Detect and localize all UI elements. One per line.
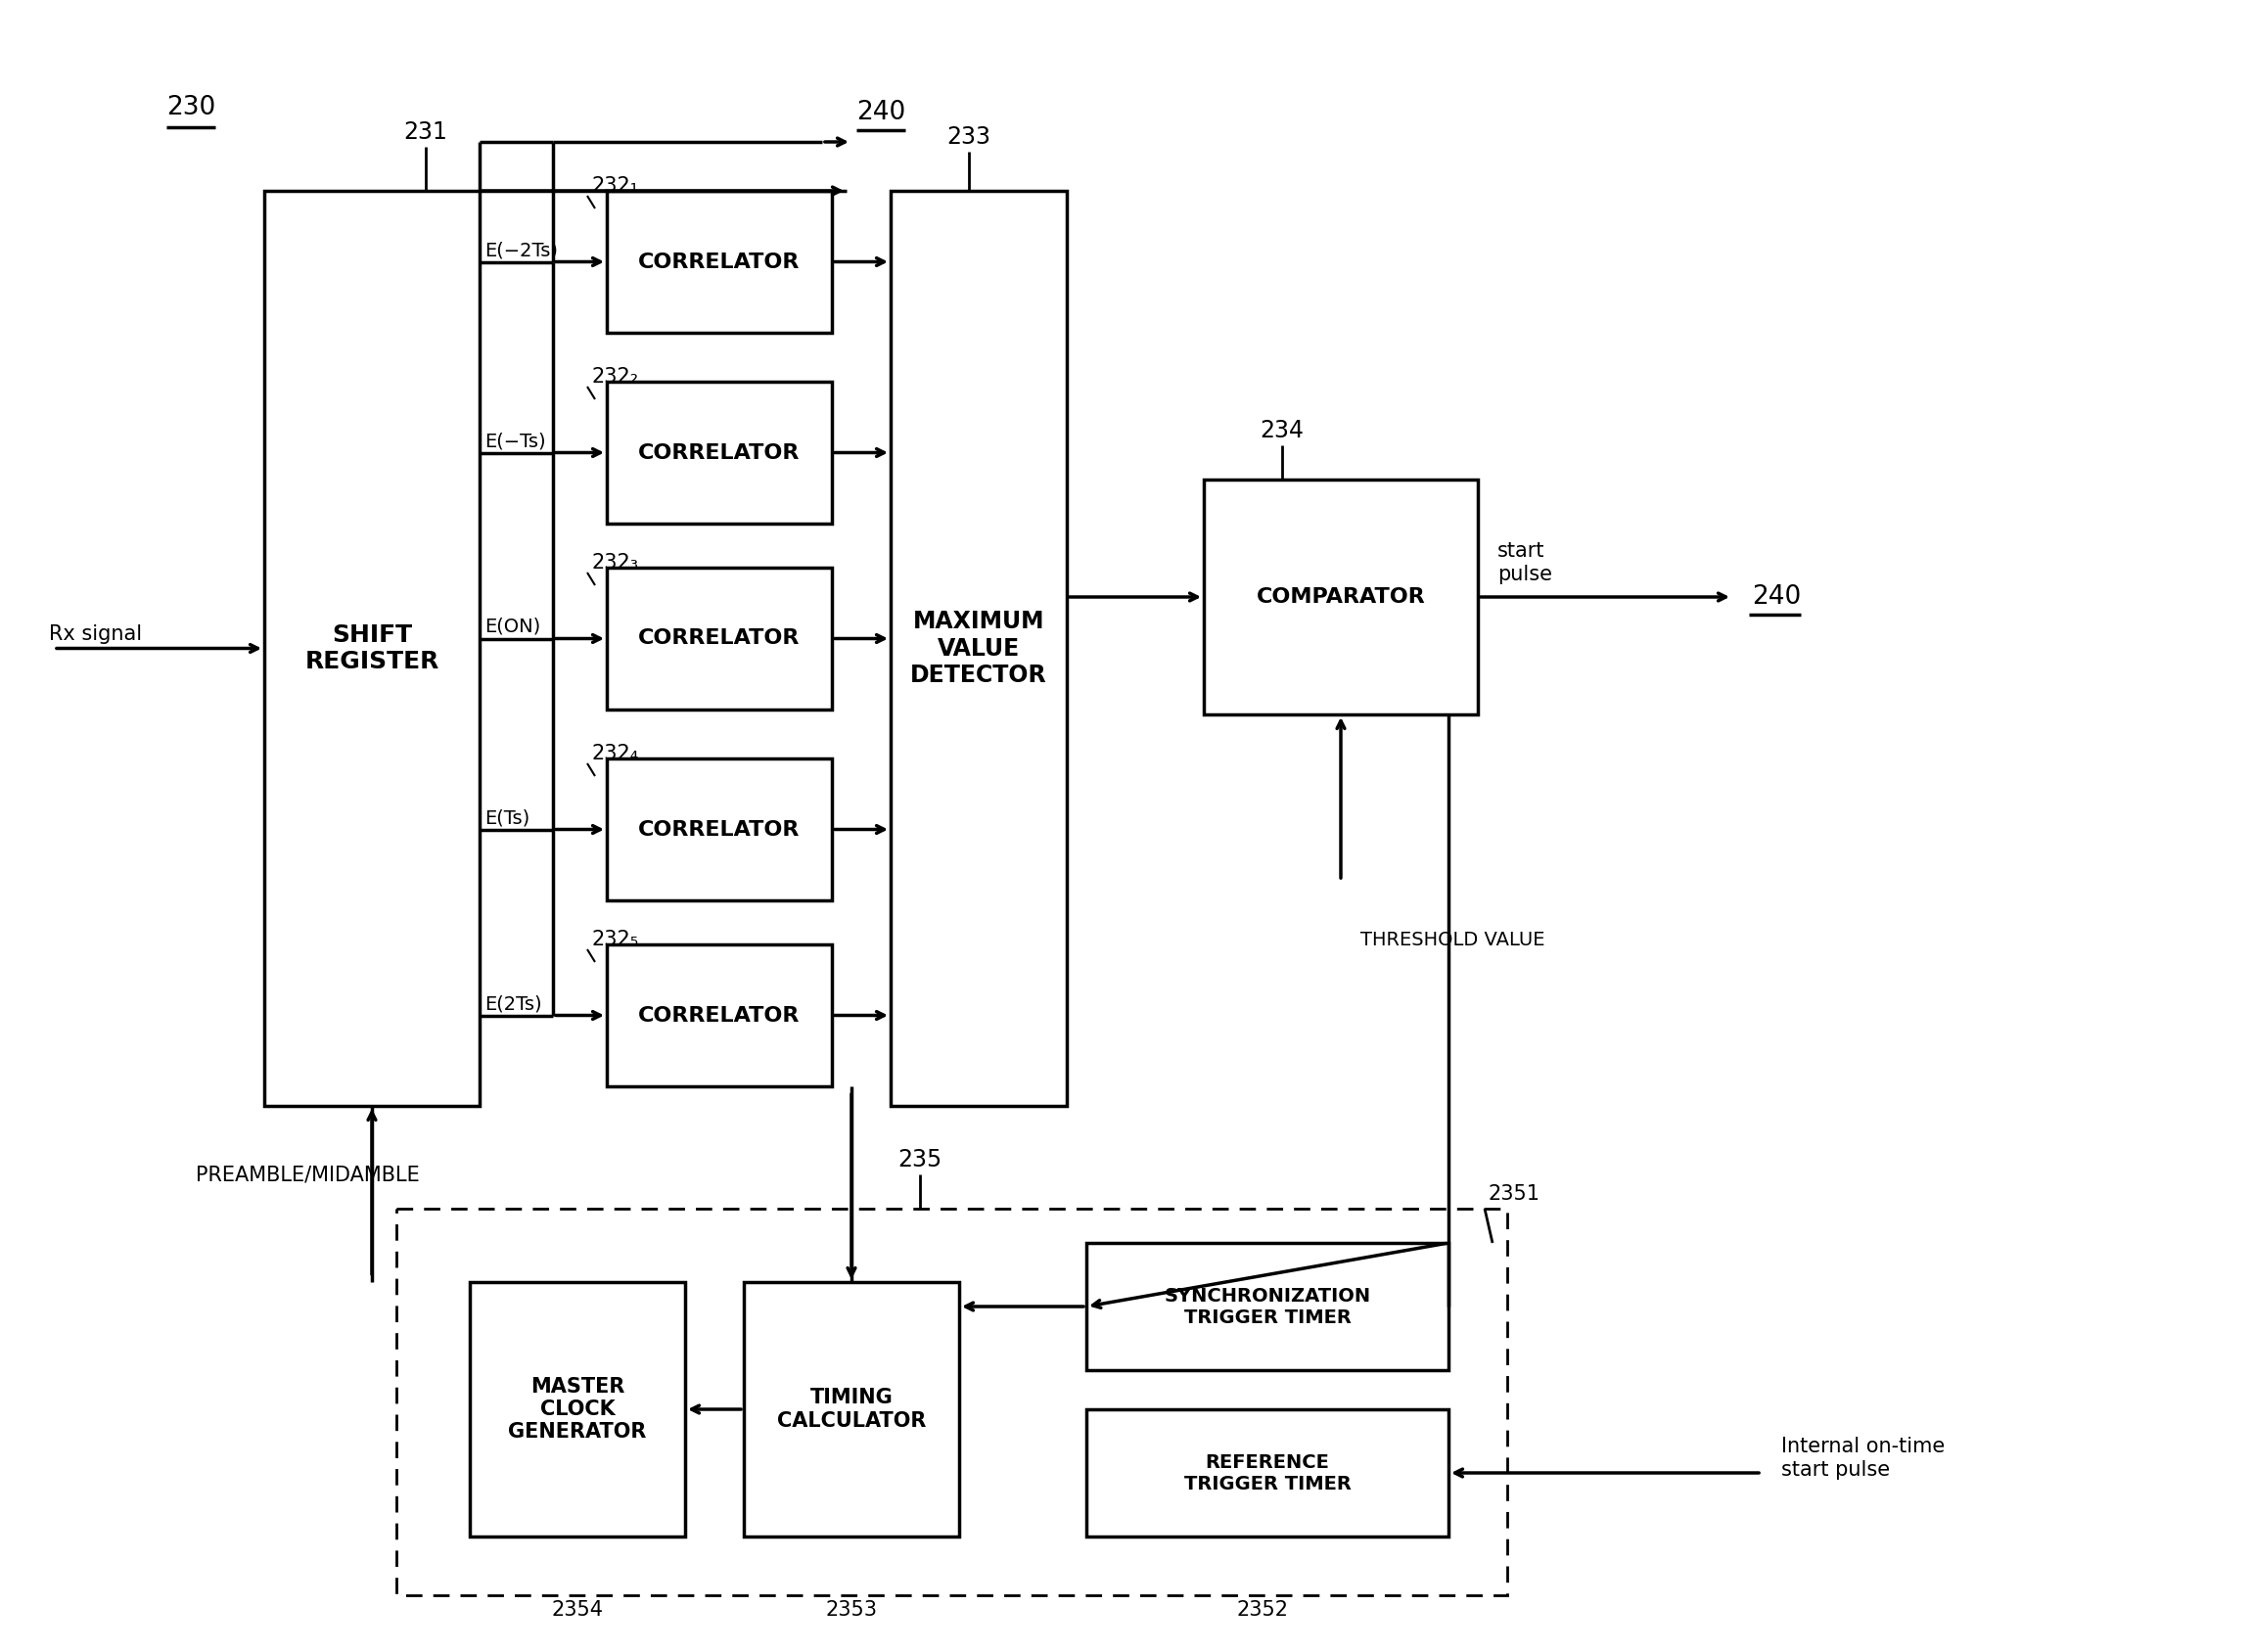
Text: 234: 234	[1261, 420, 1303, 443]
Text: 232₁: 232₁	[592, 177, 639, 195]
Bar	[608, 192, 833, 332]
Text: 232₂: 232₂	[592, 367, 639, 387]
Bar	[1087, 1409, 1447, 1536]
Text: 232₃: 232₃	[592, 553, 639, 573]
Text: THRESHOLD VALUE: THRESHOLD VALUE	[1360, 930, 1544, 948]
Text: 232₅: 232₅	[592, 930, 639, 950]
Text: COMPARATOR: COMPARATOR	[1256, 586, 1425, 606]
Text: 2353: 2353	[826, 1601, 878, 1619]
Text: CORRELATOR: CORRELATOR	[639, 629, 801, 648]
Bar	[608, 382, 833, 524]
Text: 240: 240	[1751, 585, 1801, 610]
Text: 235: 235	[898, 1148, 943, 1171]
Text: start
pulse: start pulse	[1497, 542, 1553, 583]
Text: 230: 230	[167, 94, 216, 121]
Bar	[263, 192, 479, 1105]
Text: TIMING
CALCULATOR: TIMING CALCULATOR	[777, 1388, 925, 1431]
Bar	[608, 945, 833, 1087]
Bar	[1087, 1242, 1447, 1370]
Text: CORRELATOR: CORRELATOR	[639, 253, 801, 271]
Text: E(ON): E(ON)	[484, 618, 540, 636]
Text: 2354: 2354	[551, 1601, 603, 1619]
Text: SHIFT
REGISTER: SHIFT REGISTER	[304, 623, 439, 674]
Text: 233: 233	[948, 126, 990, 149]
Text: E(2Ts): E(2Ts)	[484, 995, 542, 1013]
Bar	[1204, 479, 1479, 714]
Text: 2351: 2351	[1488, 1184, 1540, 1204]
Text: 2352: 2352	[1236, 1601, 1288, 1619]
Text: CORRELATOR: CORRELATOR	[639, 1006, 801, 1026]
Text: Rx signal: Rx signal	[50, 624, 142, 644]
Text: MASTER
CLOCK
GENERATOR: MASTER CLOCK GENERATOR	[509, 1376, 646, 1442]
Text: E(Ts): E(Ts)	[484, 808, 529, 828]
Text: 232₄: 232₄	[592, 743, 639, 763]
Text: PREAMBLE/MIDAMBLE: PREAMBLE/MIDAMBLE	[196, 1165, 419, 1184]
Bar	[743, 1282, 959, 1536]
Bar	[608, 568, 833, 710]
Text: CORRELATOR: CORRELATOR	[639, 443, 801, 463]
Text: E(−Ts): E(−Ts)	[484, 431, 545, 451]
Bar	[396, 1209, 1508, 1596]
Text: SYNCHRONIZATION
TRIGGER TIMER: SYNCHRONIZATION TRIGGER TIMER	[1164, 1287, 1371, 1327]
Text: Internal on-time
start pulse: Internal on-time start pulse	[1781, 1437, 1945, 1479]
Bar	[891, 192, 1067, 1105]
Bar	[608, 758, 833, 900]
Text: REFERENCE
TRIGGER TIMER: REFERENCE TRIGGER TIMER	[1184, 1452, 1351, 1493]
Bar	[470, 1282, 684, 1536]
Text: 231: 231	[403, 121, 448, 144]
Text: E(−2Ts): E(−2Ts)	[484, 241, 558, 259]
Text: MAXIMUM
VALUE
DETECTOR: MAXIMUM VALUE DETECTOR	[909, 610, 1047, 687]
Text: 240: 240	[855, 99, 905, 126]
Text: CORRELATOR: CORRELATOR	[639, 819, 801, 839]
